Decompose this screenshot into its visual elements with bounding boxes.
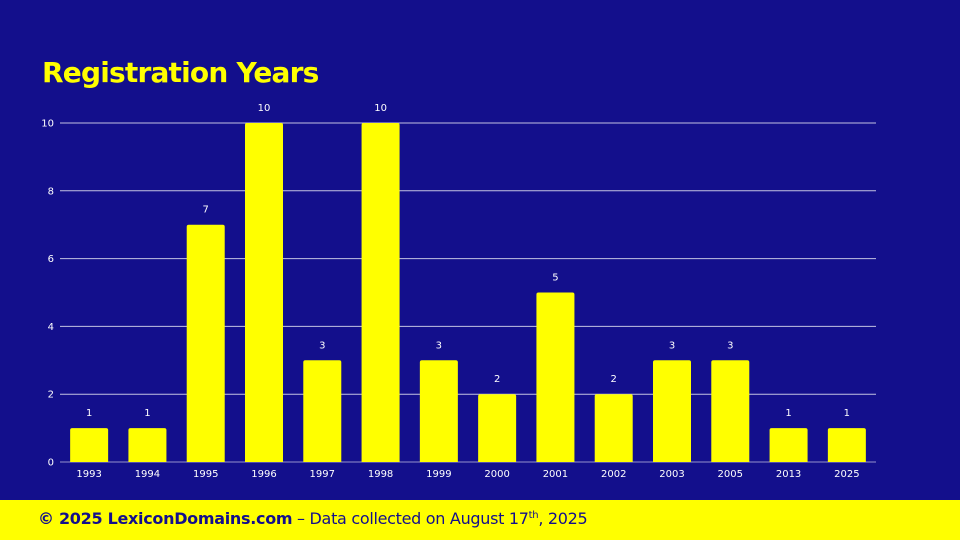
bar [711, 360, 750, 462]
data-label: 1 [785, 408, 791, 419]
bar [478, 394, 517, 462]
data-label: 1 [86, 408, 92, 419]
x-tick-label: 1998 [368, 469, 393, 480]
x-tick-label: 2013 [776, 469, 801, 480]
footer-note-superscript: th [528, 510, 539, 521]
data-label: 2 [494, 374, 500, 385]
bar [419, 360, 458, 462]
x-tick-label: 1994 [135, 469, 160, 480]
data-label: 5 [552, 273, 558, 284]
footer-copyright: © 2025 LexiconDomains.com [38, 509, 293, 528]
data-label: 1 [144, 408, 150, 419]
bar [827, 428, 866, 462]
x-tick-label: 1993 [76, 469, 101, 480]
y-tick-label: 10 [41, 119, 54, 130]
bar [361, 123, 400, 462]
x-tick-label: 1996 [251, 469, 276, 480]
chart-title: Registration Years [42, 56, 319, 89]
data-label: 1 [844, 408, 850, 419]
bar [128, 428, 167, 462]
bar [653, 360, 691, 462]
y-tick-label: 4 [48, 322, 54, 333]
footer-text: © 2025 LexiconDomains.com – Data collect… [38, 509, 588, 528]
y-tick-label: 8 [48, 186, 54, 197]
bar [594, 394, 633, 462]
data-label: 3 [436, 340, 442, 351]
x-tick-label: 2005 [718, 469, 743, 480]
bar [245, 123, 283, 462]
footer-note-year: , 2025 [538, 509, 588, 528]
bar [186, 224, 225, 462]
y-tick-label: 0 [48, 458, 54, 469]
bar-chart: 0 2 4 6 8 10 1 1993 1 1994 7 1995 10 1996 3 1997 10 1998 3… [41, 103, 876, 480]
data-label: 7 [203, 205, 209, 216]
data-label: 3 [727, 340, 733, 351]
x-tick-label: 1995 [193, 469, 218, 480]
x-tick-label: 2001 [543, 469, 568, 480]
y-tick-label: 6 [48, 254, 54, 265]
y-tick-label: 2 [48, 390, 54, 401]
footer-note: – Data collected on August 17 [292, 509, 529, 528]
x-tick-label: 2000 [484, 469, 509, 480]
x-tick-label: 1997 [310, 469, 335, 480]
x-tick-label: 1999 [426, 469, 451, 480]
data-label: 2 [611, 374, 617, 385]
bar [70, 428, 109, 462]
x-tick-label: 2002 [601, 469, 626, 480]
data-label: 3 [319, 340, 325, 351]
x-tick-label: 2003 [659, 469, 684, 480]
bar [769, 428, 808, 462]
data-label: 3 [669, 340, 675, 351]
data-label: 10 [374, 103, 387, 114]
bar [536, 292, 575, 462]
x-tick-label: 2025 [834, 469, 859, 480]
footer-bar: © 2025 LexiconDomains.com – Data collect… [0, 500, 960, 540]
data-label: 10 [258, 103, 271, 114]
bar [303, 360, 342, 462]
